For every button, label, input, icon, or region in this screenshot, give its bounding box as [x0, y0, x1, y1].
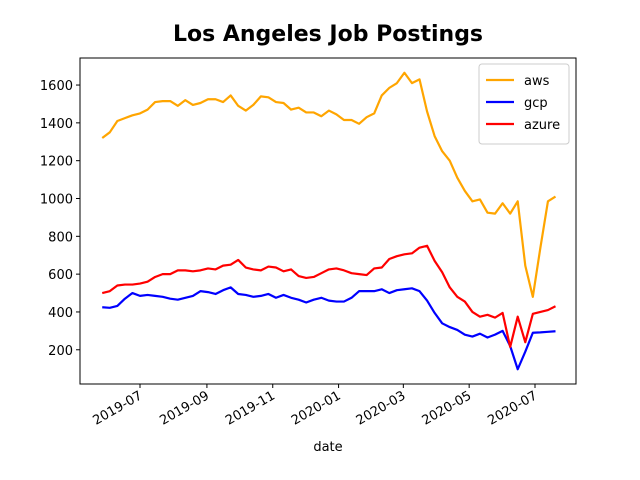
y-tick-label: 400	[48, 306, 73, 321]
chart-title: Los Angeles Job Postings	[173, 22, 483, 47]
legend-label: azure	[524, 118, 560, 133]
y-tick-label: 1000	[40, 192, 73, 207]
y-tick-label: 1600	[40, 79, 73, 94]
axes-frame	[79, 57, 577, 385]
y-tick-label: 600	[48, 268, 73, 283]
line-series	[101, 71, 557, 298]
line-series	[101, 244, 556, 349]
line-series	[102, 286, 556, 371]
y-tick-label: 800	[48, 230, 73, 245]
legend-label: gcp	[524, 96, 548, 111]
y-tick-label: 1200	[40, 155, 73, 170]
legend: aws gcp azure	[478, 63, 570, 145]
y-tick-label: 1400	[40, 117, 73, 132]
y-tick-label: 200	[48, 344, 73, 359]
x-axis-label: date	[313, 440, 342, 455]
legend-label: aws	[524, 74, 550, 89]
